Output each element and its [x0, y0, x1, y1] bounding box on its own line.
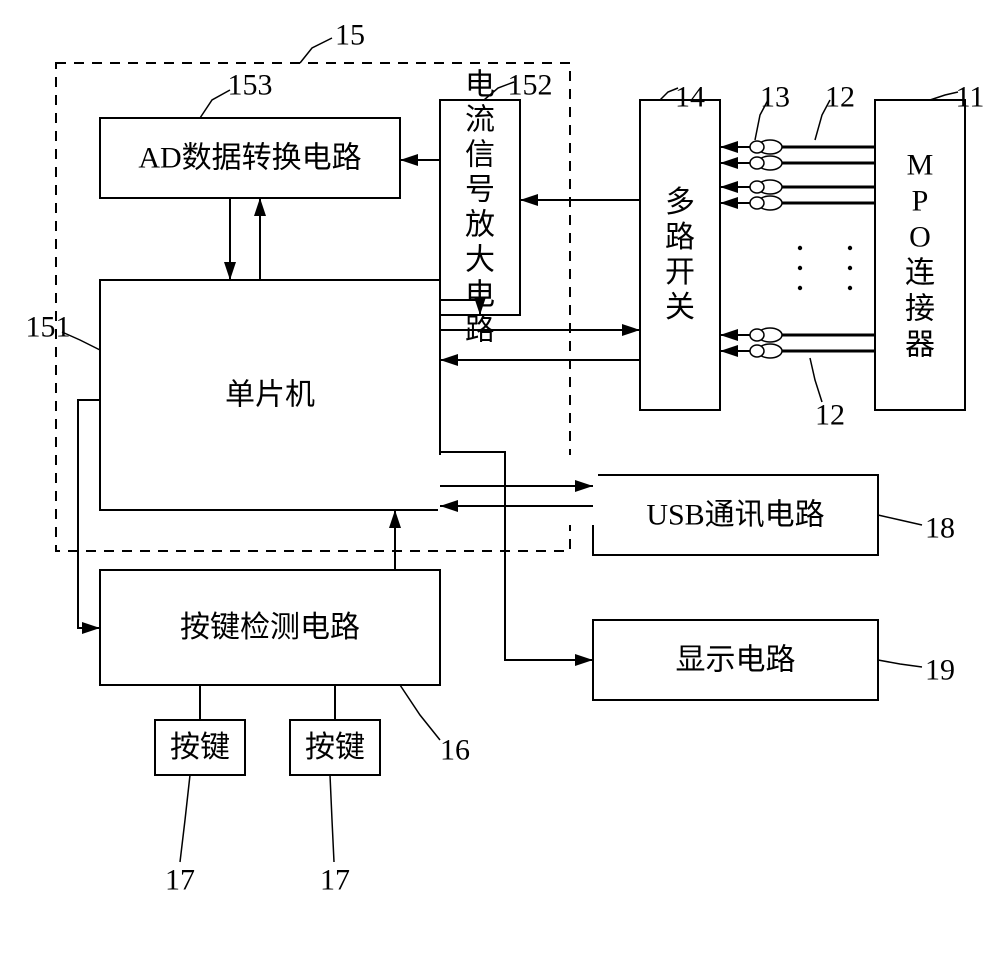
ref-12: 12 [815, 399, 845, 432]
block-mcu-label: 单片机 [225, 379, 315, 412]
ref-16: 16 [440, 734, 470, 767]
block-multi-label-1: 路 [665, 221, 695, 254]
ref-11: 11 [956, 81, 985, 114]
detector [750, 141, 764, 153]
block-mpo-label-3: 连 [905, 257, 935, 290]
ellipsis-dot [798, 246, 802, 250]
ref-18: 18 [925, 512, 955, 545]
block-mpo-label-4: 接 [905, 293, 935, 326]
block-amp-label-4: 放 [465, 209, 495, 242]
block-amp-label-3: 号 [465, 174, 495, 207]
ref-152: 152 [508, 69, 553, 102]
block-amp-label-1: 流 [465, 104, 495, 137]
block-mpo-label-5: 器 [905, 329, 935, 362]
detector [750, 181, 764, 193]
ellipsis-dot [848, 246, 852, 250]
block-display-label: 显示电路 [676, 644, 796, 677]
block-ad-label: AD数据转换电路 [138, 142, 361, 175]
block-multi-label-0: 多 [665, 186, 695, 219]
block-key1-label: 按键 [170, 731, 230, 764]
detector [750, 329, 764, 341]
ellipsis-dot [798, 286, 802, 290]
block-amp-label-5: 大 [465, 244, 495, 277]
block-amp-label-0: 电 [465, 69, 495, 102]
ref-17: 17 [165, 864, 195, 897]
ellipsis-dot [848, 266, 852, 270]
detector [750, 157, 764, 169]
block-diagram: AD数据转换电路电流信号放大电路单片机多路开关MPO连接器USB通讯电路按键检测… [0, 0, 1000, 968]
ref-13: 13 [760, 81, 790, 114]
detector [750, 197, 764, 209]
ref-19: 19 [925, 654, 955, 687]
ref-151: 151 [26, 311, 71, 344]
block-mpo-label-1: P [912, 185, 929, 218]
ref-14: 14 [675, 81, 705, 114]
block-multi-label-2: 开 [665, 256, 695, 289]
ellipsis-dot [798, 266, 802, 270]
block-mpo-label-0: M [907, 149, 934, 182]
ref-17: 17 [320, 864, 350, 897]
block-usb-label: USB通讯电路 [646, 499, 824, 532]
detector [750, 345, 764, 357]
block-key2-label: 按键 [305, 731, 365, 764]
block-amp-label-2: 信 [465, 139, 495, 172]
ref-12: 12 [825, 81, 855, 114]
block-keydet-label: 按键检测电路 [180, 611, 360, 644]
ellipsis-dot [848, 286, 852, 290]
block-multi-label-3: 关 [665, 291, 695, 324]
ref-153: 153 [228, 69, 273, 102]
block-mpo-label-2: O [909, 221, 931, 254]
ref-15: 15 [335, 19, 365, 52]
